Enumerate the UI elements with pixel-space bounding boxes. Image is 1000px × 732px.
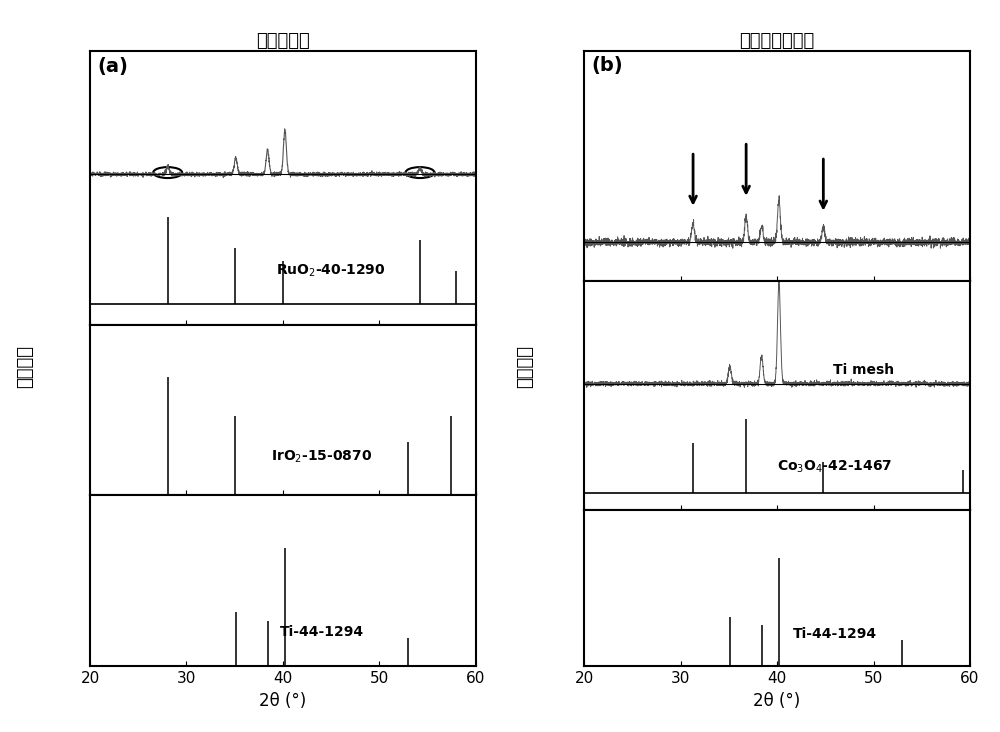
- X-axis label: 2θ (°): 2θ (°): [753, 692, 801, 709]
- Text: IrO$_2$-15-0870: IrO$_2$-15-0870: [271, 448, 372, 465]
- Text: (a): (a): [98, 56, 129, 75]
- Title: 商业钐阳极: 商业钐阳极: [256, 31, 310, 50]
- Text: 相对强度: 相对强度: [16, 345, 34, 387]
- Title: 氧化魈纳米薄片: 氧化魈纳米薄片: [739, 31, 815, 50]
- Text: Ti-44-1294: Ti-44-1294: [793, 627, 877, 641]
- Text: Ti mesh: Ti mesh: [833, 363, 894, 377]
- X-axis label: 2θ (°): 2θ (°): [259, 692, 307, 709]
- Text: Ti-44-1294: Ti-44-1294: [280, 625, 364, 639]
- Text: 相对强度: 相对强度: [516, 345, 534, 387]
- Text: RuO$_2$-40-1290: RuO$_2$-40-1290: [276, 263, 386, 280]
- Text: Co$_3$O$_4$-42-1467: Co$_3$O$_4$-42-1467: [777, 459, 893, 475]
- Text: (b): (b): [592, 56, 623, 75]
